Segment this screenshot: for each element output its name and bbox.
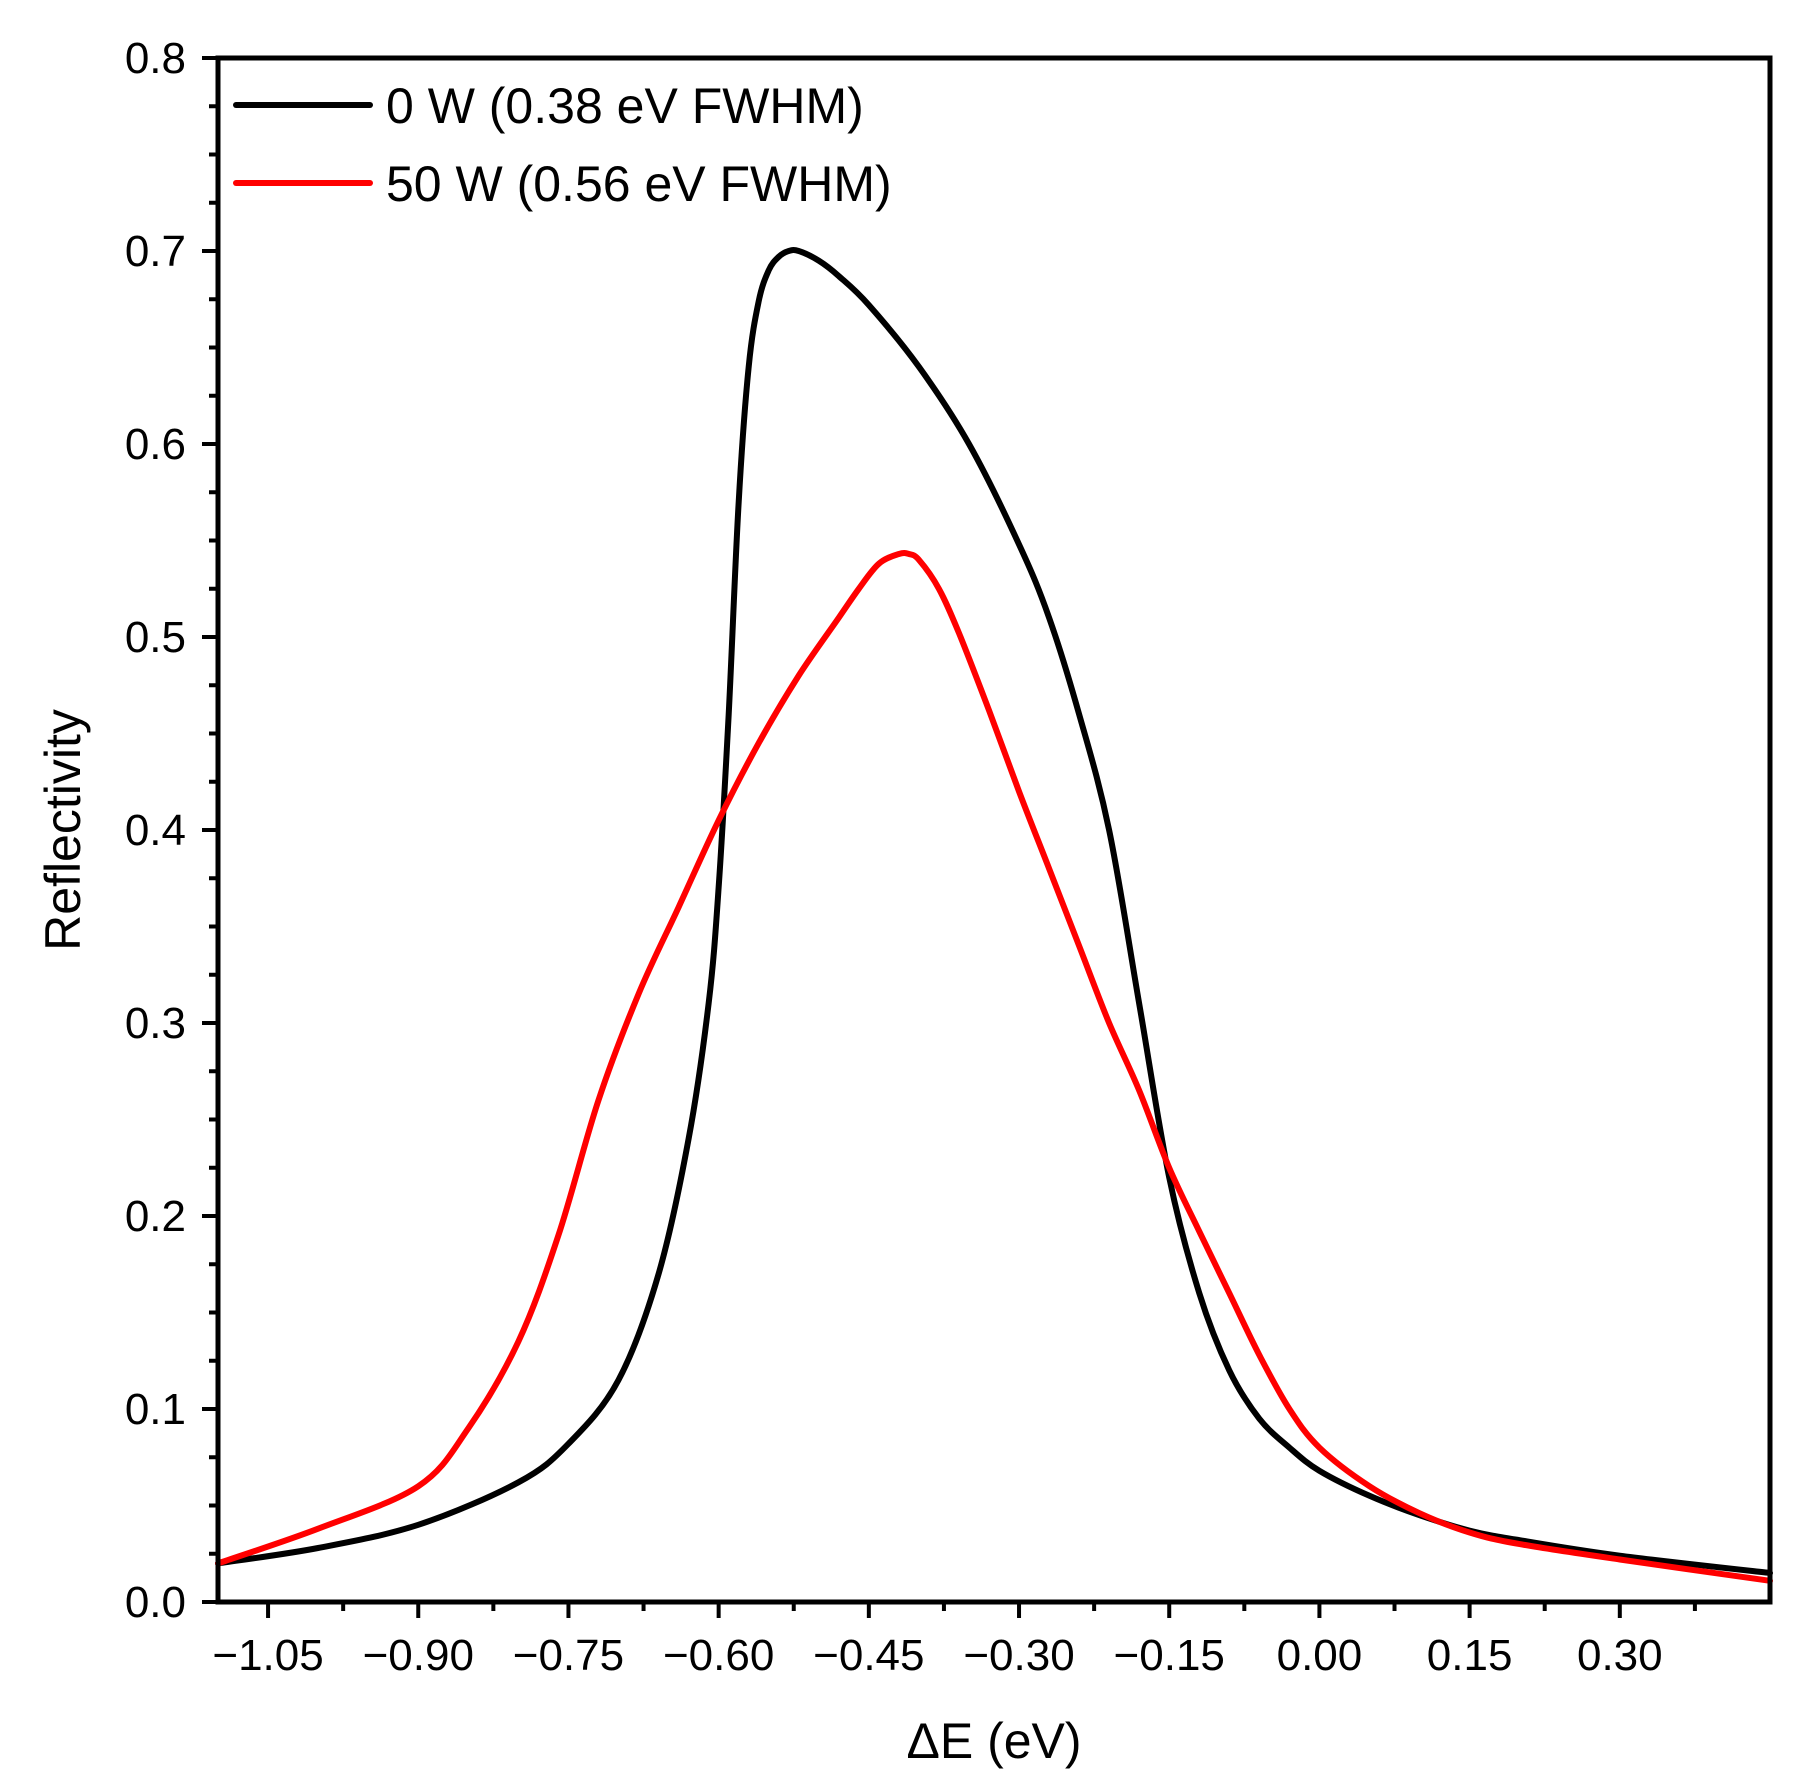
x-tick-label: −0.75 (513, 1631, 624, 1680)
x-tick-label: 0.30 (1577, 1631, 1663, 1680)
series-line-2 (215, 550, 1773, 1584)
x-tick-label: −0.45 (813, 1631, 924, 1680)
x-axis: −1.05 −0.90 −0.75 −0.60 −0.45 −0.30 −0.15 0.00 0… (212, 1602, 1697, 1680)
y-tick-label: 0.1 (125, 1385, 186, 1434)
y-tick-label: 0.3 (125, 999, 186, 1048)
y-tick-label: 0.0 (125, 1578, 186, 1627)
y-axis-title: Reflectivity (35, 709, 91, 951)
x-tick-label: 0.00 (1277, 1631, 1363, 1680)
y-tick-label: 0.4 (125, 806, 186, 855)
y-tick-label: 0.7 (125, 227, 186, 276)
y-axis: 0.0 0.1 0.2 0.3 0.4 0.5 0.6 0.7 0.8 (125, 34, 218, 1627)
x-tick-label: 0.15 (1427, 1631, 1513, 1680)
y-tick-label: 0.8 (125, 34, 186, 83)
series-layer (215, 247, 1773, 1584)
y-tick-label: 0.5 (125, 613, 186, 662)
x-tick-label: −0.90 (363, 1631, 474, 1680)
legend-label-2: 50 W (0.56 eV FWHM) (386, 156, 892, 212)
y-tick-label: 0.2 (125, 1192, 186, 1241)
legend-label-1: 0 W (0.38 eV FWHM) (386, 78, 864, 134)
x-tick-label: −0.60 (663, 1631, 774, 1680)
series-line-1 (215, 247, 1773, 1576)
x-tick-label: −0.30 (963, 1631, 1074, 1680)
x-tick-label: −1.05 (212, 1631, 323, 1680)
legend: 0 W (0.38 eV FWHM) 50 W (0.56 eV FWHM) (233, 78, 892, 212)
x-axis-title: ΔE (eV) (906, 1713, 1081, 1769)
x-tick-label: −0.15 (1114, 1631, 1225, 1680)
plot-frame (215, 55, 1773, 1605)
y-tick-label: 0.6 (125, 420, 186, 469)
